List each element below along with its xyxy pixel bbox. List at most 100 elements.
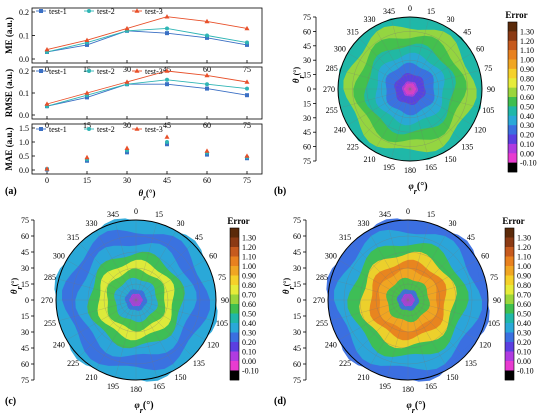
data-point-test-3 xyxy=(44,47,50,52)
theta-axis-label: θr(°) xyxy=(281,278,296,295)
colorbar-frame xyxy=(504,227,515,381)
grid-spoke xyxy=(135,299,177,370)
angle-tick-label: 315 xyxy=(67,233,79,242)
colorbar-tick-label: -0.10 xyxy=(520,159,537,168)
grid-spoke xyxy=(66,259,137,301)
colorbar-segment xyxy=(230,304,239,314)
radial-tick-label: 30 xyxy=(303,56,311,65)
angle-tick-label: 60 xyxy=(476,45,484,54)
colorbar-tick-label: 1.20 xyxy=(517,243,531,252)
data-point-test-3 xyxy=(244,25,250,31)
colorbar-segment xyxy=(230,361,239,371)
radial-tick-label: 45 xyxy=(21,344,29,353)
colorbar-segment xyxy=(505,304,514,314)
colorbar-tick-label: 1.00 xyxy=(242,262,256,271)
angle-tick-label: 15 xyxy=(427,7,435,16)
legend-label-test-1: test-1 xyxy=(49,125,67,134)
colorbar-tick-label: 1.20 xyxy=(520,37,534,46)
polar-frame xyxy=(55,219,217,381)
colorbar-tick-label: 0.90 xyxy=(517,272,531,281)
colorbar-frame xyxy=(229,227,240,381)
colorbar-segment xyxy=(505,237,514,248)
angle-tick-label: 240 xyxy=(53,341,65,350)
panel-label-b: (b) xyxy=(274,186,286,197)
plot-frame xyxy=(31,123,263,175)
angle-tick-label: 45 xyxy=(467,233,475,242)
radial-tick-label: 60 xyxy=(21,360,29,369)
colorbar-tick-label: 0.60 xyxy=(517,300,531,309)
colorbar-segment xyxy=(230,228,239,238)
x-tick-label: 0 xyxy=(45,176,49,185)
radial-tick-label: 45 xyxy=(293,344,301,353)
angle-tick-label: 75 xyxy=(490,273,498,282)
radial-tick-label: 75 xyxy=(21,216,29,225)
data-point-test-1 xyxy=(165,142,169,147)
angle-tick-label: 45 xyxy=(195,233,203,242)
grid-spoke xyxy=(407,279,486,301)
colorbar-tick-label: 1.10 xyxy=(242,253,256,262)
x-tick-label: 30 xyxy=(123,65,131,74)
grid-spoke xyxy=(373,26,411,90)
colorbar-segment xyxy=(230,370,239,381)
colorbar-tick-label: -0.10 xyxy=(242,367,259,376)
series-line-test-2 xyxy=(46,79,248,107)
colorbar-segment xyxy=(505,266,514,276)
y-tick-label: 0.1 xyxy=(19,32,29,41)
grid-spoke xyxy=(347,52,411,90)
angle-tick-label: 285 xyxy=(326,64,338,73)
radial-tick-label: 30 xyxy=(293,328,301,337)
radial-tick-label: 15 xyxy=(303,99,311,108)
y-tick-label: 0.0 xyxy=(19,111,29,120)
grid-spoke xyxy=(409,19,429,90)
data-point-test-2 xyxy=(205,33,209,38)
x-tick-label: 0 xyxy=(45,121,49,130)
angle-tick-label: 165 xyxy=(425,382,437,391)
colorbar-segment xyxy=(508,134,517,145)
colorbar-segment xyxy=(505,332,514,343)
grid-spoke xyxy=(135,259,206,301)
x-tick-label: 30 xyxy=(123,176,131,185)
mae-plot: 0.0 0.5 1.0 1.5 0 15 30 45 60 75 MAE (a.u.) test-1 t… xyxy=(4,123,263,202)
grid-spoke xyxy=(135,299,206,341)
radial-tick-label: 60 xyxy=(293,232,301,241)
grid-spoke xyxy=(407,299,429,378)
angle-tick-label: 210 xyxy=(364,155,376,164)
angle-tick-label: 0 xyxy=(134,207,138,216)
colorbar-segment xyxy=(230,342,239,352)
angle-tick-label: 285 xyxy=(44,273,56,282)
grid-spoke xyxy=(373,88,411,152)
grid-spoke xyxy=(409,88,447,152)
colorbar-segment xyxy=(508,162,517,173)
phi-axis-label: φr(°) xyxy=(408,181,427,196)
y-tick-label: 1.0 xyxy=(19,138,29,147)
data-point-test-3 xyxy=(124,79,130,84)
radial-tick-label: 15 xyxy=(293,280,301,289)
legend-marker xyxy=(87,127,91,131)
angle-tick-label: 90 xyxy=(221,296,229,305)
angle-tick-label: 195 xyxy=(107,382,119,391)
grid-spoke xyxy=(115,299,137,378)
colorbar-tick-label: 0.10 xyxy=(520,140,534,149)
radial-tick-label: 75 xyxy=(303,13,311,22)
grid-spoke xyxy=(367,299,409,370)
y-tick-label: 0.0 xyxy=(19,166,29,175)
angle-tick-label: 255 xyxy=(316,319,328,328)
angle-tick-label: 330 xyxy=(364,15,376,24)
grid-spoke xyxy=(330,299,409,321)
angle-tick-label: 315 xyxy=(339,233,351,242)
x-tick-label: 15 xyxy=(83,65,91,74)
colorbar-tick-label: 0.40 xyxy=(517,319,531,328)
panel-label-c: (c) xyxy=(5,396,16,407)
colorbar-segment xyxy=(505,256,514,267)
panel-a: 0.0 0.1 0.2 0 15 30 45 60 75 ME (a.u.) test-1 test-… xyxy=(4,7,263,202)
data-point-test-2 xyxy=(205,82,209,87)
legend-marker xyxy=(39,127,43,131)
colorbar-tick-label: 0.30 xyxy=(517,329,531,338)
legend-marker xyxy=(134,8,140,13)
radial-tick-label: 45 xyxy=(303,42,311,51)
colorbar-segment xyxy=(505,323,514,333)
angle-tick-label: 330 xyxy=(358,219,370,228)
angle-tick-label: 105 xyxy=(488,319,500,328)
grid-spoke xyxy=(135,299,157,378)
